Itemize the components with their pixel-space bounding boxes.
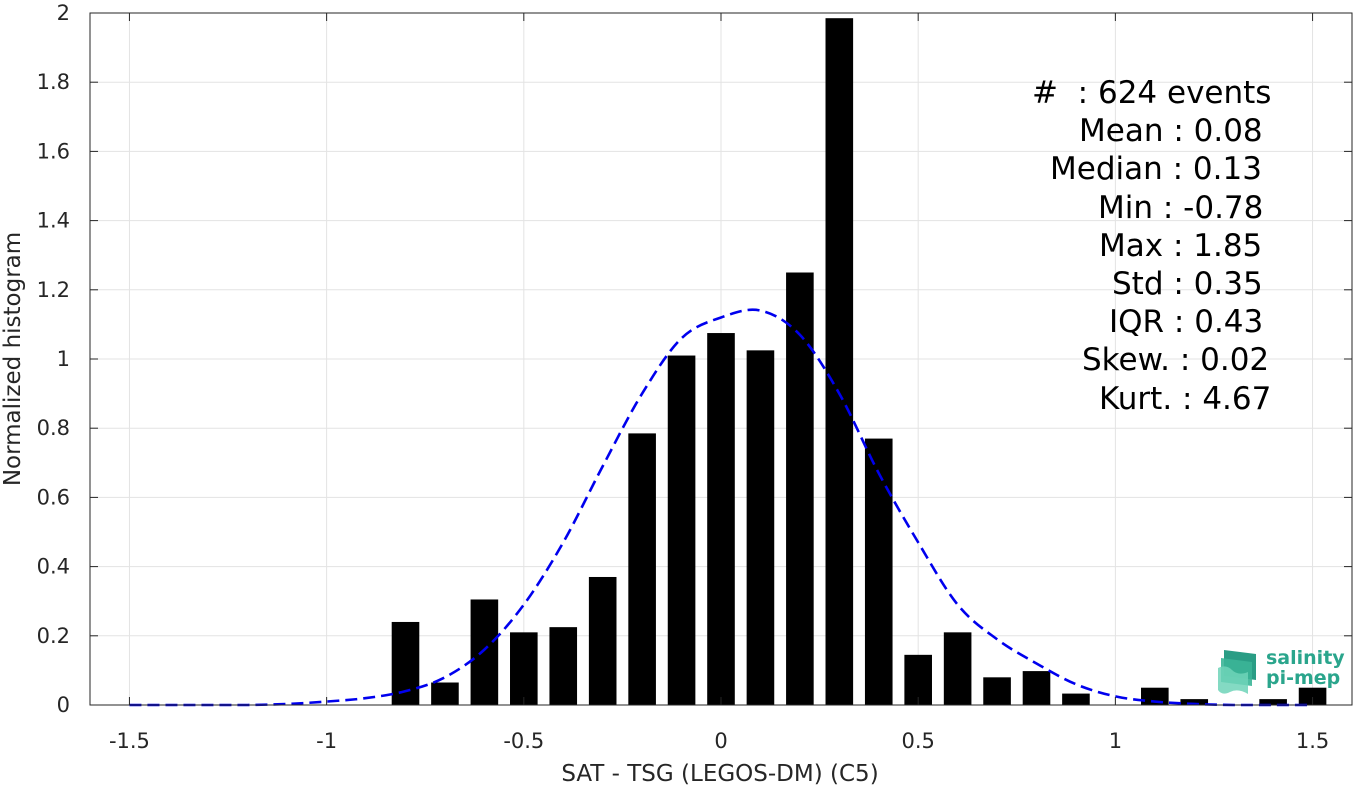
stat-count: # : 624 events (1032, 75, 1272, 111)
y-axis-label: Normalized histogram (0, 232, 26, 486)
wave-icon (1218, 650, 1256, 694)
x-tick-label: 0.5 (901, 729, 934, 753)
y-tick-label: 0.6 (37, 485, 70, 509)
stat-iqr: IQR : 0.43 (1109, 304, 1264, 341)
y-tick-label: 1.6 (37, 139, 70, 163)
statistics-box: # : 624 events Mean : 0.08 Median : 0.13… (1000, 74, 1300, 418)
y-tick-label: 1.4 (37, 209, 70, 233)
stat-skew: Skew. : 0.02 (1082, 342, 1270, 379)
x-axis-label: SAT - TSG (LEGOS-DM) (C5) (561, 761, 878, 785)
histogram-bar (746, 350, 775, 705)
logo-line1: salinity (1266, 647, 1345, 669)
histogram-bar (1141, 687, 1169, 705)
histogram-bar (864, 438, 893, 705)
histogram-bar (628, 433, 656, 705)
stat-mean: Mean : 0.08 (1079, 113, 1263, 150)
stat-median: Median : 0.13 (1050, 151, 1262, 188)
histogram-bar (825, 18, 854, 705)
gaussian-fit-curve (129, 308, 1313, 707)
histogram-bar (1062, 693, 1090, 705)
histogram-bar (431, 682, 459, 705)
histogram-bar (510, 632, 538, 705)
x-tick-label: -0.5 (503, 729, 544, 753)
y-tick-label: 1.8 (37, 70, 70, 94)
histogram-bar (707, 333, 735, 705)
histogram-bar (943, 632, 972, 705)
histogram-bar (1180, 699, 1209, 705)
histogram-bar (667, 355, 696, 705)
histogram-bar (786, 272, 814, 705)
stat-max: Max : 1.85 (1099, 227, 1263, 264)
histogram-bar (470, 599, 499, 705)
y-tick-label: 0.8 (37, 416, 70, 440)
salinity-pimep-logo: salinity pi-mep (1216, 646, 1346, 696)
histogram-bar (1298, 687, 1327, 705)
histogram-bar (1259, 699, 1287, 705)
y-tick-label: 0.2 (37, 624, 70, 648)
histogram-bar (1022, 671, 1051, 705)
stat-std: Std : 0.35 (1112, 266, 1263, 303)
histogram-bar (904, 654, 932, 705)
x-tick-label: -1 (316, 729, 337, 753)
y-tick-label: 1 (57, 347, 70, 371)
histogram-bar (391, 621, 420, 705)
x-tick-label: 1 (1109, 729, 1122, 753)
y-tick-label: 1.2 (37, 278, 70, 302)
axis-ticks: -1.5 -1 -0.5 0 0.5 1 1.5 0 0.2 0.4 0.6 0.8 1 1.2 1.4 1.… (37, 1, 1352, 753)
y-tick-label: 2 (57, 1, 70, 25)
histogram-bar (549, 627, 578, 705)
y-tick-label: 0 (57, 693, 70, 717)
histogram-bar (588, 576, 617, 705)
x-tick-label: -1.5 (109, 729, 150, 753)
histogram-bars (391, 18, 1327, 705)
stat-kurt: Kurt. : 4.67 (1099, 380, 1272, 417)
logo-line2: pi-mep (1266, 667, 1341, 689)
stat-min: Min : -0.78 (1098, 189, 1264, 226)
histogram-bar (983, 677, 1011, 705)
x-tick-label: 0 (714, 729, 727, 753)
y-tick-label: 0.4 (37, 555, 70, 579)
x-tick-label: 1.5 (1296, 729, 1329, 753)
